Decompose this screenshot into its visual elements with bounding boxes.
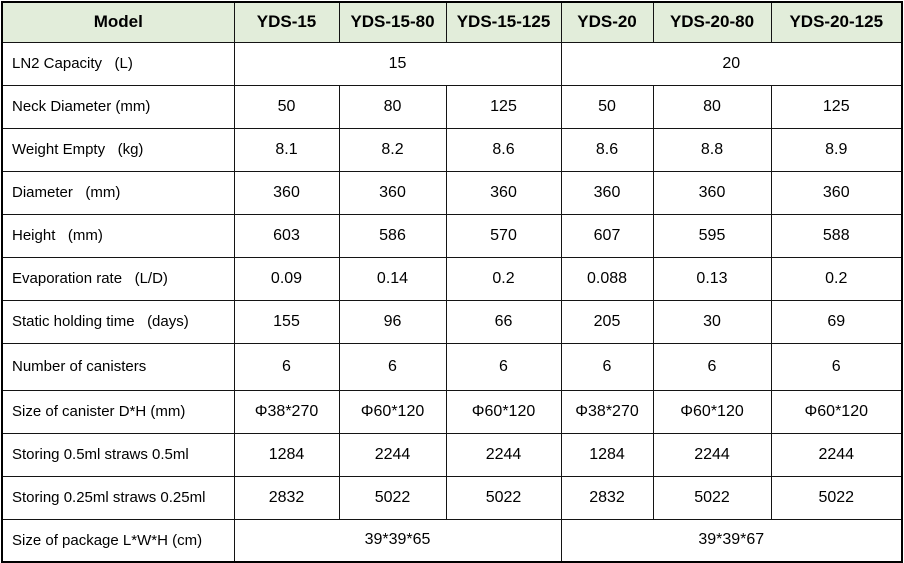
row-label: Storing 0.5ml straws 0.5ml (1, 432, 235, 477)
cell-value: 80 (652, 84, 772, 129)
cell-value: Φ60*120 (338, 389, 447, 434)
cell-value: 6 (652, 342, 772, 391)
cell-value: 1284 (560, 432, 654, 477)
row-label: Static holding time (days) (1, 299, 235, 344)
cell-value: Φ60*120 (445, 389, 562, 434)
cell-value: 8.8 (652, 127, 772, 172)
cell-value: 2832 (560, 475, 654, 520)
cell-value: 0.2 (770, 256, 903, 301)
cell-value-merged: 15 (233, 41, 562, 86)
cell-value: 2244 (338, 432, 447, 477)
cell-value: 8.6 (560, 127, 654, 172)
row-label: Weight Empty (kg) (1, 127, 235, 172)
table-row-static-holding-time: Static holding time (days) 155 96 66 205… (1, 299, 903, 344)
cell-value-merged: 39*39*65 (233, 518, 562, 563)
row-label: Storing 0.25ml straws 0.25ml (1, 475, 235, 520)
table-row-storing-025ml-straws: Storing 0.25ml straws 0.25ml 2832 5022 5… (1, 475, 903, 520)
cell-value: 8.9 (770, 127, 903, 172)
cell-value: 0.13 (652, 256, 772, 301)
row-label: LN2 Capacity (L) (1, 41, 235, 86)
cell-value-merged: 20 (560, 41, 903, 86)
cell-value: 6 (560, 342, 654, 391)
header-col-yds-15-80: YDS-15-80 (338, 1, 447, 43)
cell-value: 360 (445, 170, 562, 215)
header-model: Model (1, 1, 235, 43)
cell-value: 96 (338, 299, 447, 344)
table-row-weight-empty: Weight Empty (kg) 8.1 8.2 8.6 8.6 8.8 8.… (1, 127, 903, 172)
table-row-size-of-package: Size of package L*W*H (cm) 39*39*65 39*3… (1, 518, 903, 563)
cell-value: 360 (233, 170, 340, 215)
row-label: Neck Diameter (mm) (1, 84, 235, 129)
row-label: Diameter (mm) (1, 170, 235, 215)
table-row-number-of-canisters: Number of canisters 6 6 6 6 6 6 (1, 342, 903, 391)
cell-value: 80 (338, 84, 447, 129)
cell-value: 125 (445, 84, 562, 129)
row-label: Evaporation rate (L/D) (1, 256, 235, 301)
cell-value: 360 (770, 170, 903, 215)
cell-value: 588 (770, 213, 903, 258)
cell-value: 6 (445, 342, 562, 391)
cell-value: 6 (338, 342, 447, 391)
cell-value: 0.14 (338, 256, 447, 301)
cell-value: 5022 (770, 475, 903, 520)
table-row-ln2-capacity: LN2 Capacity (L) 15 20 (1, 41, 903, 86)
cell-value: 69 (770, 299, 903, 344)
cell-value: 1284 (233, 432, 340, 477)
cell-value: 8.2 (338, 127, 447, 172)
cell-value: 8.1 (233, 127, 340, 172)
cell-value: 66 (445, 299, 562, 344)
header-col-yds-15: YDS-15 (233, 1, 340, 43)
cell-value: Φ38*270 (560, 389, 654, 434)
cell-value: Φ60*120 (652, 389, 772, 434)
header-col-yds-20-80: YDS-20-80 (652, 1, 772, 43)
cell-value: 360 (652, 170, 772, 215)
cell-value: 50 (233, 84, 340, 129)
table-row-neck-diameter: Neck Diameter (mm) 50 80 125 50 80 125 (1, 84, 903, 129)
cell-value: 603 (233, 213, 340, 258)
cell-value: 205 (560, 299, 654, 344)
header-col-yds-20: YDS-20 (560, 1, 654, 43)
header-row: Model YDS-15 YDS-15-80 YDS-15-125 YDS-20… (1, 1, 903, 43)
cell-value: 570 (445, 213, 562, 258)
table-row-size-of-canister: Size of canister D*H (mm) Φ38*270 Φ60*12… (1, 389, 903, 434)
cell-value: 30 (652, 299, 772, 344)
cell-value: 125 (770, 84, 903, 129)
cell-value: Φ60*120 (770, 389, 903, 434)
cell-value: 5022 (445, 475, 562, 520)
table-row-evaporation-rate: Evaporation rate (L/D) 0.09 0.14 0.2 0.0… (1, 256, 903, 301)
cell-value: 6 (770, 342, 903, 391)
table-row-height: Height (mm) 603 586 570 607 595 588 (1, 213, 903, 258)
table-row-diameter: Diameter (mm) 360 360 360 360 360 360 (1, 170, 903, 215)
cell-value: Φ38*270 (233, 389, 340, 434)
cell-value: 50 (560, 84, 654, 129)
cell-value: 2244 (445, 432, 562, 477)
cell-value: 2244 (652, 432, 772, 477)
row-label: Number of canisters (1, 342, 235, 391)
cell-value: 5022 (338, 475, 447, 520)
cell-value: 0.09 (233, 256, 340, 301)
cell-value: 595 (652, 213, 772, 258)
cell-value: 360 (338, 170, 447, 215)
cell-value-merged: 39*39*67 (560, 518, 903, 563)
row-label: Size of package L*W*H (cm) (1, 518, 235, 563)
table-row-storing-05ml-straws: Storing 0.5ml straws 0.5ml 1284 2244 224… (1, 432, 903, 477)
cell-value: 5022 (652, 475, 772, 520)
cell-value: 155 (233, 299, 340, 344)
cell-value: 0.088 (560, 256, 654, 301)
header-col-yds-20-125: YDS-20-125 (770, 1, 903, 43)
cell-value: 0.2 (445, 256, 562, 301)
cell-value: 2244 (770, 432, 903, 477)
cell-value: 586 (338, 213, 447, 258)
cell-value: 6 (233, 342, 340, 391)
row-label: Height (mm) (1, 213, 235, 258)
cell-value: 360 (560, 170, 654, 215)
cell-value: 2832 (233, 475, 340, 520)
cell-value: 8.6 (445, 127, 562, 172)
cell-value: 607 (560, 213, 654, 258)
row-label: Size of canister D*H (mm) (1, 389, 235, 434)
header-col-yds-15-125: YDS-15-125 (445, 1, 562, 43)
